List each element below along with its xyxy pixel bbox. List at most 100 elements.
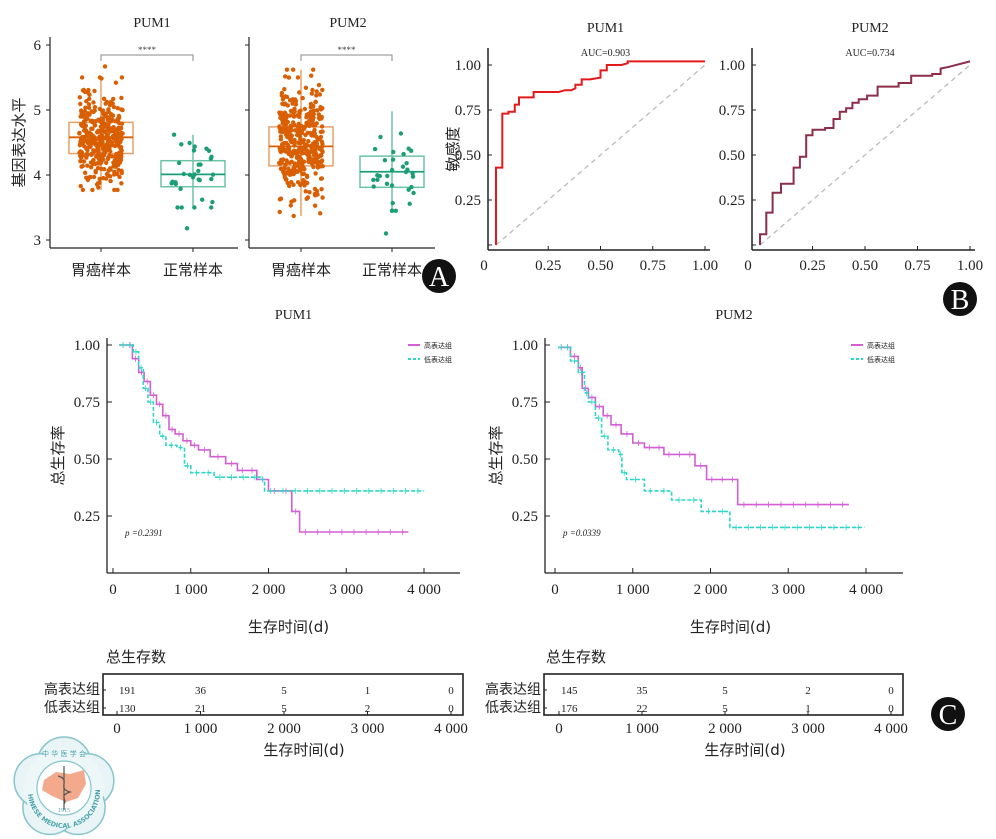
x-axis-label: 生存时间(d): [690, 618, 771, 636]
censor-mark: [352, 529, 356, 535]
data-point: [312, 186, 318, 192]
data-point: [401, 151, 406, 157]
censor-mark: [400, 529, 405, 535]
data-point: [111, 104, 117, 110]
data-point: [104, 99, 110, 105]
data-point: [82, 170, 88, 175]
data-point: [303, 85, 309, 91]
chart-title: PUM1: [133, 16, 170, 31]
data-point: [287, 183, 292, 189]
data-point: [104, 176, 109, 181]
x-tick-label: 4 000: [407, 582, 441, 598]
censor-mark: [633, 476, 638, 483]
x-tick-label: 2 000: [694, 582, 728, 598]
censor-mark: [677, 497, 681, 503]
data-point: [287, 172, 293, 177]
censor-mark: [831, 524, 836, 531]
roc-curve: [759, 60, 971, 245]
censor-mark: [364, 529, 369, 535]
data-point: [400, 164, 406, 169]
y-tick-label: 0.25: [719, 193, 745, 209]
panel-badge: [422, 259, 456, 293]
data-point: [113, 132, 118, 137]
data-point: [317, 116, 322, 122]
y-tick-label: 0.25: [512, 509, 538, 525]
data-point: [305, 180, 310, 186]
data-point: [307, 112, 312, 118]
censor-mark: [698, 462, 703, 469]
censor-mark: [611, 446, 616, 453]
data-point: [411, 190, 416, 196]
censor-mark: [856, 524, 861, 531]
data-point: [91, 100, 96, 105]
censor-mark: [145, 378, 150, 385]
data-point: [316, 112, 322, 117]
data-point: [104, 133, 109, 138]
data-point: [282, 175, 287, 180]
x-axis-label: 生存时间(d): [248, 618, 329, 636]
data-point: [86, 105, 92, 111]
data-point: [383, 231, 389, 236]
censor-mark: [229, 474, 234, 481]
x-tick-label: 0.25: [535, 258, 561, 274]
data-point: [287, 98, 293, 103]
censor-mark: [177, 430, 182, 437]
risk-count: 0: [888, 703, 894, 715]
data-point: [319, 124, 325, 129]
censor-mark: [315, 529, 320, 535]
censor-mark: [184, 437, 189, 444]
data-point: [99, 120, 104, 125]
x-tick-label: 正常样本: [362, 261, 422, 279]
censor-mark: [770, 524, 775, 531]
data-point: [80, 141, 85, 147]
data-point: [284, 67, 290, 72]
data-point: [317, 92, 323, 97]
censor-mark: [260, 476, 265, 483]
censor-mark: [840, 501, 845, 508]
censor-mark: [202, 446, 207, 453]
data-point: [385, 173, 390, 179]
censor-mark: [379, 487, 384, 494]
y-axis-label: 敏感度: [444, 126, 462, 171]
data-point: [97, 180, 102, 185]
data-point: [98, 161, 103, 166]
data-point: [286, 75, 292, 80]
censor-mark: [661, 487, 666, 494]
data-point: [291, 213, 296, 219]
x-tick-label: 3 000: [791, 721, 825, 737]
data-point: [286, 166, 291, 172]
data-point: [284, 119, 289, 124]
data-point: [292, 198, 297, 203]
censor-mark: [250, 467, 254, 474]
y-tick-label: 1.00: [719, 58, 745, 74]
x-tick-label: 1 000: [625, 721, 659, 737]
legend-label: 高表达组: [424, 341, 452, 350]
data-point: [314, 108, 320, 113]
data-point: [78, 114, 83, 119]
data-point: [93, 154, 99, 159]
censor-mark: [597, 403, 602, 410]
data-point: [83, 105, 88, 110]
data-point: [84, 175, 89, 180]
data-point: [280, 97, 286, 102]
data-point: [280, 121, 285, 126]
data-point: [99, 143, 104, 148]
data-point: [319, 159, 324, 165]
x-tick-label: 0: [555, 721, 563, 737]
data-point: [302, 124, 308, 129]
data-point: [296, 159, 302, 164]
data-point: [92, 123, 98, 128]
data-point: [281, 157, 286, 162]
censor-mark: [622, 469, 627, 476]
censor-mark: [241, 474, 246, 481]
censor-mark: [754, 501, 759, 508]
table-frame: [543, 673, 904, 716]
data-point: [293, 168, 298, 173]
censor-mark: [185, 462, 190, 469]
data-point: [84, 145, 90, 151]
censor-mark: [589, 399, 594, 405]
censor-mark: [342, 487, 347, 494]
data-point: [81, 159, 87, 164]
risk-count: 5: [281, 703, 287, 715]
